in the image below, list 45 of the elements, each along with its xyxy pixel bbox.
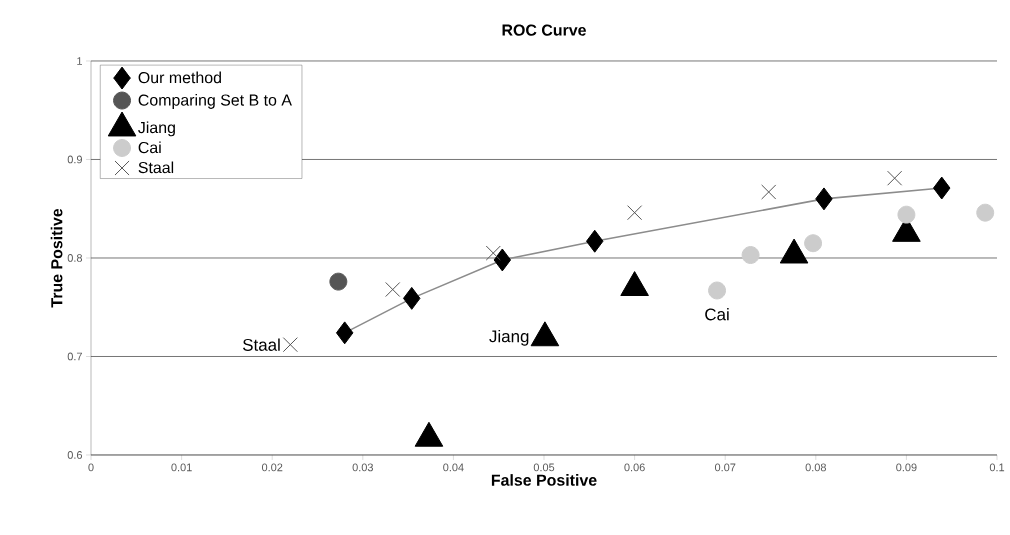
x-tick-label: 0.08	[805, 463, 826, 472]
x-tick-label: 0.03	[352, 463, 373, 472]
legend-label: Jiang	[138, 121, 175, 137]
point	[335, 321, 354, 345]
x-tick-label: 0.06	[624, 463, 645, 472]
chart-title: ROC Curve	[502, 24, 586, 36]
x-tick-label: 0.07	[714, 463, 736, 472]
point	[385, 281, 401, 298]
point	[804, 234, 823, 253]
point	[403, 286, 421, 310]
y-tick-label: 0.9	[67, 155, 82, 164]
point	[741, 246, 760, 264]
annotation: Staal	[243, 338, 280, 351]
y-tick-label: 0.7	[67, 352, 82, 361]
point	[485, 245, 501, 261]
x-tick-label: 0.04	[443, 463, 464, 472]
x-tick-label: 0.01	[171, 463, 192, 472]
point	[708, 281, 727, 300]
point	[282, 337, 298, 353]
x-tick-label: 0.1	[989, 463, 1005, 472]
x-axis-title: False Positive	[491, 474, 597, 486]
point	[815, 187, 833, 211]
x-tick-label: 0	[88, 463, 94, 472]
y-tick-label: 0.6	[67, 451, 83, 459]
annotation: Cai	[705, 307, 729, 321]
point	[329, 272, 348, 291]
point	[586, 229, 604, 253]
point	[976, 203, 995, 222]
x-tick-label: 0.09	[896, 463, 917, 472]
point	[627, 205, 643, 221]
point	[493, 248, 512, 272]
legend-label: Comparing Set B to A	[138, 94, 292, 109]
legend-label: Staal	[138, 161, 174, 174]
point	[897, 205, 916, 224]
x-tick-label: 0.05	[533, 463, 555, 472]
y-tick-label: 0.8	[67, 254, 83, 262]
legend-label: Cai	[138, 141, 161, 154]
point	[933, 176, 951, 200]
point	[761, 184, 777, 200]
y-axis-title: True Positive	[50, 208, 63, 308]
point	[887, 170, 903, 186]
annotation: Jiang	[489, 329, 529, 346]
legend-label: Our method	[138, 71, 221, 84]
x-tick-label: 0.02	[261, 463, 283, 472]
y-tick-label: 1	[77, 57, 82, 65]
